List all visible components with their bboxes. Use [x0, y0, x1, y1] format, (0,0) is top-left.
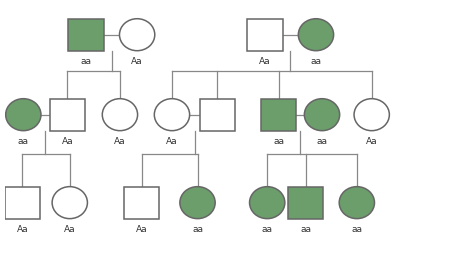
Ellipse shape: [52, 187, 87, 219]
Text: aa: aa: [300, 225, 311, 234]
Text: aa: aa: [351, 225, 362, 234]
Text: aa: aa: [273, 137, 284, 146]
Bar: [261, 99, 296, 131]
Text: Aa: Aa: [64, 225, 75, 234]
Text: Aa: Aa: [17, 225, 28, 234]
Bar: [200, 99, 235, 131]
Text: Aa: Aa: [114, 137, 126, 146]
Text: Aa: Aa: [366, 137, 377, 146]
Bar: [50, 99, 85, 131]
Text: aa: aa: [18, 137, 29, 146]
Ellipse shape: [102, 99, 137, 131]
Ellipse shape: [6, 99, 41, 131]
Text: Aa: Aa: [166, 137, 178, 146]
Bar: [68, 19, 104, 51]
Bar: [247, 19, 283, 51]
Text: Aa: Aa: [131, 57, 143, 66]
Ellipse shape: [304, 99, 340, 131]
Ellipse shape: [298, 19, 334, 51]
Ellipse shape: [339, 187, 374, 219]
Text: aa: aa: [310, 57, 321, 66]
Text: aa: aa: [81, 57, 91, 66]
Ellipse shape: [155, 99, 190, 131]
Text: Aa: Aa: [136, 225, 147, 234]
Ellipse shape: [119, 19, 155, 51]
Text: Aa: Aa: [62, 137, 73, 146]
Text: Aa: Aa: [259, 57, 271, 66]
Bar: [5, 187, 40, 219]
Text: aa: aa: [262, 225, 273, 234]
Ellipse shape: [180, 187, 215, 219]
Text: aa: aa: [192, 225, 203, 234]
Bar: [124, 187, 159, 219]
Ellipse shape: [249, 187, 285, 219]
Text: aa: aa: [317, 137, 328, 146]
Ellipse shape: [354, 99, 389, 131]
Bar: [288, 187, 323, 219]
